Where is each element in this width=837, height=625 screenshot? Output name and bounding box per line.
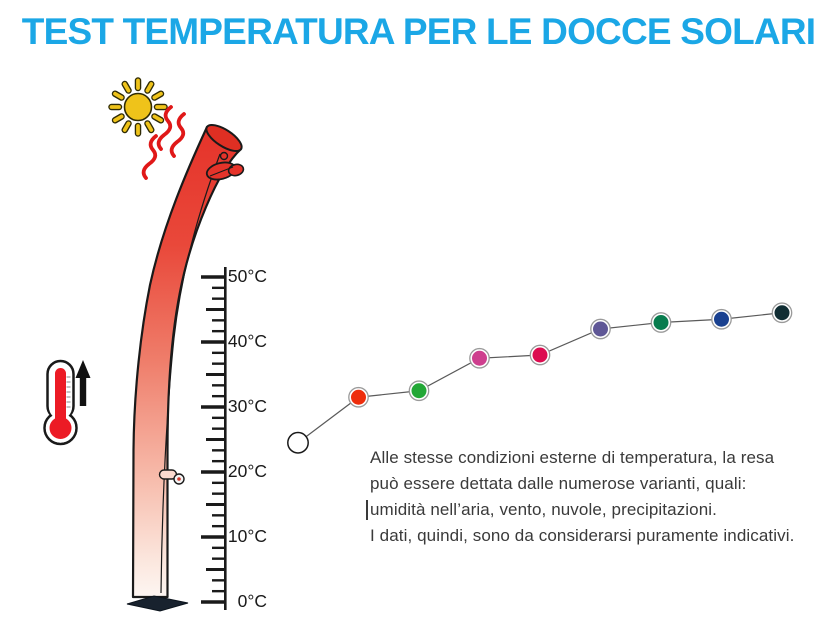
shower-head bbox=[205, 151, 245, 181]
chart-point bbox=[714, 311, 729, 327]
chart-point bbox=[532, 347, 548, 363]
page-title: TEST TEMPERATURA PER LE DOCCE SOLARI bbox=[21, 11, 816, 52]
shower-column bbox=[131, 125, 243, 599]
scale-label: 20°C bbox=[227, 461, 267, 481]
chart-point bbox=[411, 383, 427, 399]
caption-line: Alle stesse condizioni esterne di temper… bbox=[370, 448, 775, 467]
chart-point bbox=[774, 305, 790, 321]
sun-icon bbox=[108, 77, 168, 137]
chart-point bbox=[351, 389, 366, 405]
column-seam bbox=[160, 153, 221, 594]
up-arrow-icon bbox=[75, 360, 91, 406]
scale-label: 30°C bbox=[227, 396, 267, 416]
thermometer-rising-icon bbox=[43, 359, 91, 446]
text-cursor bbox=[366, 500, 368, 520]
column-cap bbox=[205, 123, 243, 153]
caption-line: umidità nell’aria, vento, nuvole, precip… bbox=[370, 500, 717, 519]
chart-point bbox=[287, 431, 309, 454]
temperature-scale-ruler bbox=[201, 267, 227, 610]
caption-line: può essere dettata dalle numerose varian… bbox=[370, 474, 747, 493]
chart-point bbox=[653, 315, 669, 330]
chart-point bbox=[593, 321, 608, 337]
heat-waves-icon bbox=[141, 105, 186, 180]
water-tap bbox=[158, 469, 185, 485]
caption-line: I dati, quindi, sono da considerarsi pur… bbox=[370, 526, 795, 545]
scale-label: 10°C bbox=[227, 526, 267, 546]
column-base bbox=[126, 595, 189, 612]
chart-point bbox=[472, 350, 487, 366]
scale-label: 0°C bbox=[237, 591, 267, 611]
solar-shower-illustration bbox=[126, 123, 245, 612]
scale-label: 50°C bbox=[227, 266, 267, 286]
temperature-chart bbox=[287, 302, 793, 454]
scale-label: 40°C bbox=[227, 331, 267, 351]
caption-text: Alle stesse condizioni esterne di temper… bbox=[366, 445, 795, 549]
